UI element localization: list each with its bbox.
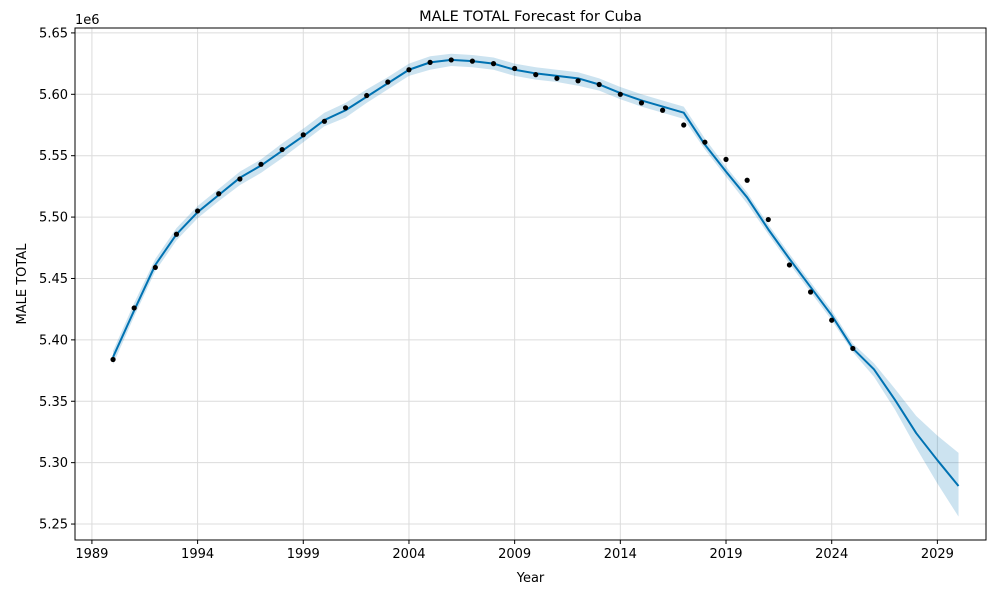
actual-data-point <box>533 72 539 78</box>
actual-points-layer <box>110 57 856 363</box>
y-axis-ticks: 5.25 5.30 5.35 5.40 5.45 5.50 5.55 5.60 5.65 <box>39 26 75 533</box>
actual-data-point <box>723 156 729 162</box>
actual-data-point <box>300 132 306 138</box>
actual-data-point <box>385 79 391 85</box>
x-tick-label: 1994 <box>181 547 214 562</box>
actual-data-point <box>342 105 349 111</box>
actual-data-point <box>638 100 645 106</box>
x-tick-label: 1999 <box>287 547 320 562</box>
actual-data-point <box>279 146 285 153</box>
x-tick-label: 2014 <box>604 547 637 562</box>
actual-data-point <box>173 231 180 237</box>
x-tick-label: 2029 <box>921 547 954 562</box>
y-axis-offset-label: 1e6 <box>75 13 100 28</box>
y-tick-label: 5.55 <box>39 149 68 164</box>
actual-data-point <box>448 57 454 63</box>
actual-data-point <box>512 65 518 72</box>
plot-frame <box>74 27 987 541</box>
actual-data-point <box>406 67 412 73</box>
actual-data-point <box>702 139 708 145</box>
y-tick-label: 5.40 <box>39 333 68 348</box>
actual-data-point <box>807 289 814 295</box>
y-axis-title: MALE TOTAL <box>15 243 30 325</box>
actual-data-point <box>850 345 856 352</box>
actual-data-point <box>469 58 475 64</box>
actual-data-point <box>596 81 602 88</box>
actual-data-point <box>575 78 581 84</box>
actual-data-point <box>321 118 328 124</box>
actual-data-point <box>744 177 750 183</box>
actual-data-point <box>786 262 793 268</box>
actual-data-point <box>427 59 433 65</box>
actual-data-point <box>829 317 835 323</box>
actual-data-point <box>681 122 687 128</box>
x-tick-label: 2009 <box>498 547 531 562</box>
actual-data-point <box>660 107 666 113</box>
grid-lines <box>75 28 986 540</box>
actual-data-point <box>110 356 116 363</box>
x-axis-ticks: 1989 1994 1999 2004 2009 2014 2019 2024 2029 <box>75 540 954 562</box>
y-tick-label: 5.50 <box>39 211 68 226</box>
actual-data-point <box>490 61 497 67</box>
chart-title: MALE TOTAL Forecast for Cuba <box>419 9 642 25</box>
y-tick-label: 5.35 <box>39 395 68 410</box>
x-tick-label: 2024 <box>815 547 848 562</box>
y-tick-label: 5.65 <box>39 26 68 41</box>
y-tick-label: 5.30 <box>39 456 68 471</box>
x-axis-title: Year <box>516 571 545 586</box>
y-tick-label: 5.60 <box>39 88 68 103</box>
actual-data-point <box>194 208 201 214</box>
actual-data-point <box>364 92 370 99</box>
actual-data-point <box>258 161 264 167</box>
x-tick-label: 2004 <box>392 547 425 562</box>
actual-data-point <box>152 264 158 271</box>
x-tick-label: 1989 <box>75 547 108 562</box>
actual-data-point <box>237 176 243 182</box>
y-tick-label: 5.45 <box>39 272 68 287</box>
actual-data-point <box>216 191 222 197</box>
y-tick-label: 5.25 <box>39 518 68 533</box>
actual-data-point <box>131 305 137 311</box>
x-tick-label: 2019 <box>709 547 742 562</box>
actual-data-point <box>617 91 623 97</box>
actual-data-point <box>554 75 560 81</box>
actual-data-point <box>765 216 771 223</box>
